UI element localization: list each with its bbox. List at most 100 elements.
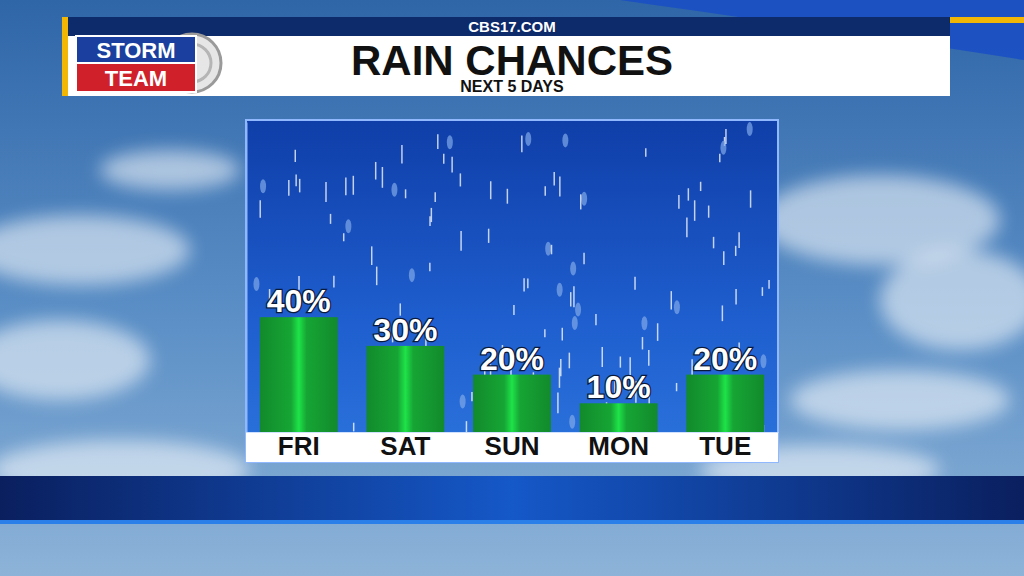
rain-streak [527,278,529,288]
logo: STORMTEAM [76,34,221,92]
bars [260,317,764,432]
rain-streak [570,292,572,306]
subtitle: NEXT 5 DAYS [460,78,564,95]
cloud [880,250,1024,350]
raindrop [447,135,453,149]
bar [473,375,551,432]
x-tick-label: SAT [380,431,430,461]
rain-streak [688,188,690,200]
rain-streak [723,251,725,265]
bar [260,317,338,432]
rain-streak [642,337,644,349]
rain-streak [434,192,436,202]
rain-streak [330,214,332,224]
rain-streak [325,182,327,202]
bottom-line [0,520,1024,524]
rain-streak [288,180,290,196]
rain-streak [738,232,740,248]
cloud [100,150,240,190]
rain-streak [544,329,546,337]
rain-streak [382,167,384,188]
raindrop [557,283,563,297]
raindrop [460,395,466,409]
rain-streak [523,278,525,291]
rain-streak [562,328,564,341]
rain-streak [460,173,462,186]
rain-streak [735,246,737,256]
rain-streak [768,280,770,289]
rain-streak [295,175,297,187]
rain-streak [700,182,702,191]
raindrop [570,262,576,276]
plot-panel [246,120,778,462]
rain-streak [648,350,650,366]
data-labels: 40%30%20%10%20% [267,283,757,405]
raindrop [545,242,551,256]
x-tick-label: MON [588,431,649,461]
bar [366,346,444,432]
rain-streak [645,148,647,156]
rain-streak [443,154,445,164]
rain-streak [437,134,439,149]
x-tick-label: FRI [278,431,320,461]
rain-streak [490,181,492,199]
x-axis: FRI SAT SUN MON TUE [247,431,779,461]
data-label: 30% [373,312,437,348]
rain-streak [573,286,575,307]
rain-streak [676,383,678,391]
rain-streak [719,154,721,162]
chart: CBS17.COMRAIN CHANCESNEXT 5 DAYSSTORMTEA… [0,0,1024,576]
accent-right [950,17,1024,23]
rain-streak [634,277,636,290]
rain-streak [620,356,622,367]
rain-streak [507,189,509,204]
rain-streak [513,305,515,315]
raindrop [747,122,753,136]
rain-streak [466,421,468,432]
bar [686,375,764,432]
raindrop [253,277,259,291]
rain-streak [750,190,752,207]
rain-streak [553,172,555,186]
rain-streak [353,423,355,432]
cloud [0,215,190,285]
raindrop [391,183,397,197]
rain-streak [299,179,301,193]
rain-streak [551,245,553,255]
raindrop [345,219,351,233]
category-strip [246,432,778,462]
y-axis [246,123,247,433]
data-label: 20% [480,341,544,377]
logo-top [76,36,196,63]
rain-streak [451,157,453,173]
rain-streak [678,195,680,209]
rain-streak [429,216,431,226]
header-strip [68,17,950,36]
logo-bottom [76,63,196,92]
rain-streak [521,136,523,153]
rain-streak [694,200,696,221]
rain-streak [569,353,571,369]
accent-left [62,17,68,96]
rain-streak [429,263,431,271]
rain-streak [686,218,688,238]
x-tick: SUN [485,431,540,461]
rain-streak [560,359,562,376]
rain-streak [295,150,297,162]
raindrop [562,133,568,147]
rain-streak [544,186,546,195]
raindrop [572,316,578,330]
rain-streak [431,208,433,222]
rain-streak [762,287,764,296]
rain-streak [595,314,597,325]
cloud [790,370,1010,430]
raindrop [641,316,647,330]
logo-text: TEAM [105,66,167,91]
x-tick: TUE [699,431,751,461]
rain [253,122,769,432]
rain-streak [708,206,710,218]
rain-streak [580,194,582,209]
rain-streak [559,368,561,388]
raindrop [260,179,266,193]
rain-streak [405,189,407,198]
